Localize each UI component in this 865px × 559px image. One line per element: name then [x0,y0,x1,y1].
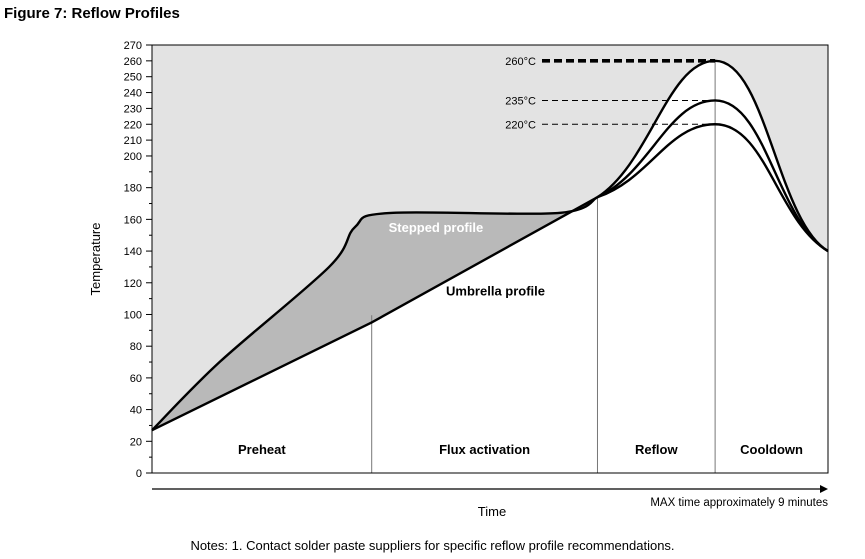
x-annotation: MAX time approximately 9 minutes [650,497,828,509]
y-tick-label: 120 [124,278,142,290]
umbrella-profile-line [151,196,599,432]
peak-curve-220 [597,123,829,253]
umbrella-profile-label: Umbrella profile [446,283,545,298]
y-tick-label: 0 [136,468,142,480]
stepped-profile-label: Stepped profile [389,220,484,235]
y-tick-label: 200 [124,151,142,163]
y-tick-label: 180 [124,183,142,195]
figure-title: Figure 7: Reflow Profiles [4,5,180,22]
y-tick-label: 260 [124,56,142,68]
axes: 0 20 40 60 80 100 120 140 160 180 200 210 220 230 240 2… [124,40,829,493]
y-tick-label: 270 [124,40,142,52]
y-tick-label: 60 [130,373,142,385]
profile-fills [152,197,598,431]
y-tick-label: 230 [124,103,142,115]
peak-label-235: 235°C [505,95,536,107]
y-axis-label: Temperature [88,223,103,296]
y-tick-label: 240 [124,88,142,100]
x-axis-label: Time [478,504,506,519]
phase-label: Cooldown [740,442,803,457]
y-tick-label: 210 [124,135,142,147]
peak-label-220: 220°C [505,119,536,131]
y-tick-label: 220 [124,119,142,131]
y-tick-label: 140 [124,246,142,258]
figure-notes: Notes: 1. Contact solder paste suppliers… [190,538,675,553]
time-arrow-head [820,485,828,493]
y-tick-label: 20 [130,436,142,448]
phase-label: Reflow [635,442,679,457]
reflow-chart: 0204060801001201401601802002102202302402… [88,40,829,519]
plot-frame [151,44,829,474]
y-tick-label: 160 [124,214,142,226]
peak-curve-235 [596,99,829,253]
y-tick-label: 40 [130,405,142,417]
stepped-umbrella-fill [152,197,598,431]
stepped-profile-line [151,196,599,432]
phase-label: Flux activation [439,442,530,457]
y-tick-label: 250 [124,72,142,84]
y-tick-label: 80 [130,341,142,353]
peak-label-260: 260°C [505,56,536,68]
profile-lines [151,59,829,473]
peak-curve-260 [596,59,829,253]
phase-label: Preheat [238,442,286,457]
labels: 260°C 235°C 220°C Temperature Time MAX time a… [88,56,828,519]
y-tick-label: 100 [124,309,142,321]
